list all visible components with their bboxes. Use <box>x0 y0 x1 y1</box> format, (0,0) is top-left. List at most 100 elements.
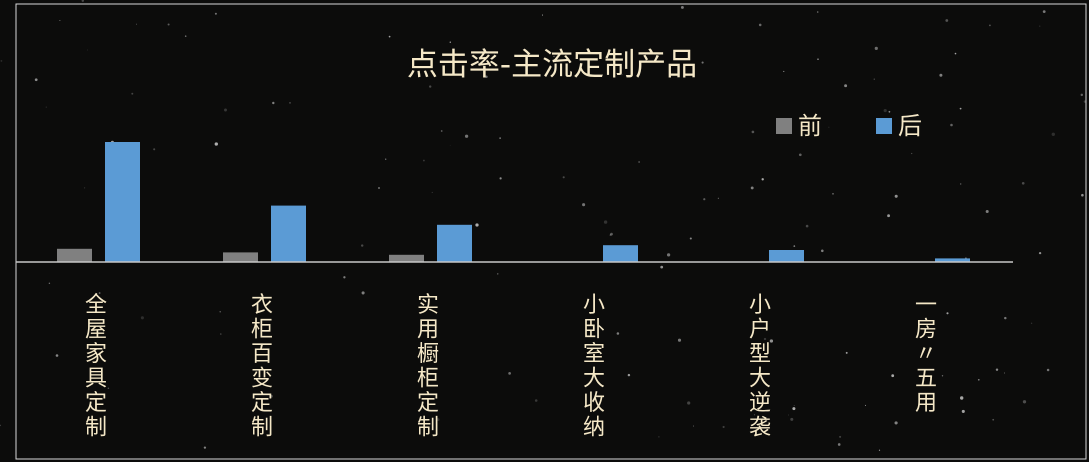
star-dot <box>751 130 755 134</box>
bar-before-1 <box>223 252 258 262</box>
star-dot <box>55 354 59 357</box>
star-dot <box>136 23 138 25</box>
star-dot <box>485 75 488 78</box>
bar-after-4 <box>769 250 804 262</box>
star-dot <box>1051 132 1055 136</box>
star-dot <box>431 191 433 193</box>
star-dot <box>989 24 991 27</box>
star-dot <box>541 14 544 16</box>
star-dot <box>954 52 957 55</box>
star-dot <box>499 177 502 180</box>
star-dot <box>1030 322 1033 324</box>
star-dot <box>385 158 387 160</box>
star-dot <box>1081 193 1084 197</box>
star-dot <box>562 176 565 179</box>
star-dot <box>883 109 887 113</box>
star-dot <box>153 148 156 151</box>
legend: 前后 <box>776 112 922 140</box>
star-dot <box>34 78 38 82</box>
star-dot <box>224 108 227 112</box>
star-dot <box>891 374 895 378</box>
star-dot <box>1042 10 1046 13</box>
star-dot <box>361 291 365 295</box>
star-dot <box>783 70 785 72</box>
star-dot <box>817 58 819 61</box>
star-dot <box>687 401 691 405</box>
star-dot <box>864 404 867 406</box>
star-dot <box>828 126 830 128</box>
star-dot <box>788 414 789 416</box>
bar-after-0 <box>105 142 140 262</box>
bars-group <box>57 142 970 262</box>
star-dot <box>84 187 86 189</box>
star-dot <box>616 332 620 335</box>
star-dot <box>289 102 291 104</box>
star-dot <box>959 107 962 110</box>
star-dot <box>790 417 794 421</box>
star-dot <box>658 436 660 438</box>
star-dot <box>81 0 84 2</box>
star-dot <box>722 425 725 429</box>
star-dot <box>750 186 754 190</box>
star-dot <box>499 137 501 139</box>
star-dot <box>388 35 391 38</box>
star-dot <box>98 292 101 294</box>
bar-before-0 <box>57 248 92 262</box>
star-dot <box>343 276 346 279</box>
star-dot <box>603 220 608 224</box>
star-dot <box>887 214 891 218</box>
star-dot <box>761 178 764 181</box>
star-dot <box>0 59 3 62</box>
star-dot <box>214 142 218 146</box>
star-dot <box>873 78 875 80</box>
star-dot <box>839 435 842 438</box>
star-dot <box>377 186 381 190</box>
star-dot <box>610 232 613 236</box>
star-dot <box>449 41 451 43</box>
star-dot <box>959 183 962 185</box>
star-dot <box>107 387 110 389</box>
star-dot <box>878 449 881 451</box>
star-dot <box>961 409 965 413</box>
star-dot <box>464 134 469 138</box>
star-dot <box>131 92 134 95</box>
chart-title: 点击率-主流定制产品 <box>407 47 697 83</box>
star-dot <box>184 35 187 37</box>
star-dot <box>950 123 953 127</box>
star-dot <box>977 378 980 381</box>
bar-after-3 <box>603 245 638 262</box>
star-dot <box>1080 93 1084 97</box>
star-dot <box>693 425 695 427</box>
star-dot <box>845 351 848 354</box>
star-dot <box>666 253 671 257</box>
star-dot <box>553 55 555 58</box>
star-dot <box>609 234 612 237</box>
legend-label-0: 前 <box>798 112 822 140</box>
star-dot <box>874 46 878 51</box>
star-dot <box>59 19 61 22</box>
star-dot <box>894 421 898 425</box>
star-dot <box>638 161 640 163</box>
star-dot <box>508 372 511 375</box>
star-dot <box>1022 400 1027 404</box>
star-dot <box>660 265 664 269</box>
x-tick-label: 小户型大逆袭 <box>749 293 771 441</box>
star-dot <box>837 443 841 446</box>
star-dot <box>793 405 795 407</box>
x-tick-label: 衣柜百变定制 <box>251 293 273 441</box>
star-dot <box>203 446 207 449</box>
star-dot <box>272 101 275 105</box>
star-dot <box>429 85 432 88</box>
star-dot <box>946 312 949 315</box>
chart-frame <box>15 3 1087 460</box>
x-tick-label: 全屋家具定制 <box>85 293 107 441</box>
star-dot <box>534 399 538 402</box>
star-dot <box>497 273 499 275</box>
star-dot <box>45 106 47 108</box>
x-tick-label: 实用橱柜定制 <box>417 293 439 441</box>
bar-before-2 <box>389 254 424 262</box>
star-dot <box>798 153 802 157</box>
star-dot <box>821 249 824 253</box>
star-dot <box>911 152 913 155</box>
star-dot <box>793 245 796 247</box>
